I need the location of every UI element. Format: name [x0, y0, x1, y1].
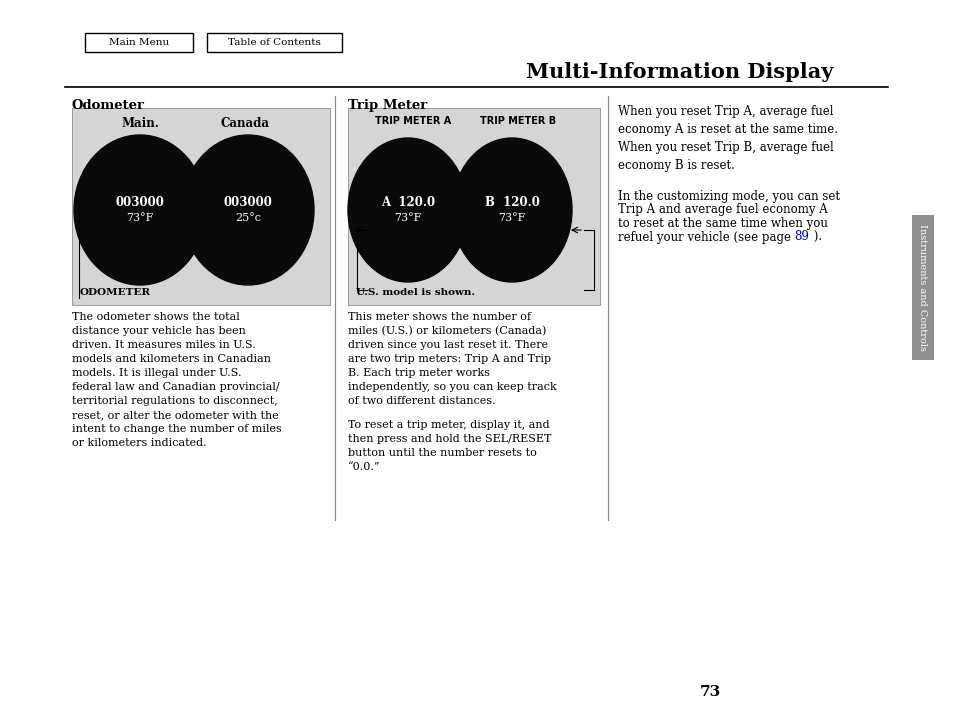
Text: 73°F: 73°F — [497, 213, 525, 223]
Text: A  120.0: A 120.0 — [380, 196, 435, 209]
FancyBboxPatch shape — [911, 215, 933, 360]
Ellipse shape — [74, 135, 206, 285]
Text: 73°F: 73°F — [394, 213, 421, 223]
Ellipse shape — [348, 138, 468, 282]
Text: In the customizing mode, you can set: In the customizing mode, you can set — [618, 190, 840, 203]
Text: This meter shows the number of
miles (U.S.) or kilometers (Canada)
driven since : This meter shows the number of miles (U.… — [348, 312, 557, 407]
Text: 25°c: 25°c — [234, 213, 261, 223]
Text: 89: 89 — [794, 230, 809, 243]
Text: When you reset Trip A, average fuel
economy A is reset at the same time.
When yo: When you reset Trip A, average fuel econ… — [618, 105, 837, 172]
Text: B  120.0: B 120.0 — [484, 196, 538, 209]
Text: Trip A and average fuel economy A: Trip A and average fuel economy A — [618, 204, 827, 217]
Text: 003000: 003000 — [223, 196, 273, 209]
Text: 73: 73 — [699, 685, 720, 699]
Text: U.S. model is shown.: U.S. model is shown. — [355, 288, 475, 297]
Text: Odometer: Odometer — [71, 99, 145, 112]
FancyBboxPatch shape — [207, 33, 341, 52]
Text: The odometer shows the total
distance your vehicle has been
driven. It measures : The odometer shows the total distance yo… — [71, 312, 281, 448]
Text: ).: ). — [809, 230, 821, 243]
Text: 73°F: 73°F — [126, 213, 153, 223]
Text: to reset at the same time when you: to reset at the same time when you — [618, 217, 827, 230]
Text: Main Menu: Main Menu — [109, 38, 169, 47]
Text: TRIP METER A: TRIP METER A — [375, 116, 451, 126]
Text: Canada: Canada — [220, 117, 269, 130]
Ellipse shape — [182, 135, 314, 285]
Text: Trip Meter: Trip Meter — [348, 99, 427, 112]
Text: refuel your vehicle (see page: refuel your vehicle (see page — [618, 230, 794, 243]
Text: Table of Contents: Table of Contents — [228, 38, 320, 47]
Ellipse shape — [452, 138, 572, 282]
Text: To reset a trip meter, display it, and
then press and hold the SEL/RESET
button : To reset a trip meter, display it, and t… — [348, 420, 551, 472]
Text: TRIP METER B: TRIP METER B — [479, 116, 556, 126]
Text: Multi-Information Display: Multi-Information Display — [526, 62, 833, 82]
FancyBboxPatch shape — [71, 108, 330, 305]
FancyBboxPatch shape — [348, 108, 599, 305]
FancyBboxPatch shape — [85, 33, 193, 52]
Text: ODOMETER: ODOMETER — [80, 288, 151, 297]
Text: Instruments and Controls: Instruments and Controls — [918, 224, 926, 351]
Text: 003000: 003000 — [115, 196, 164, 209]
Text: Main.: Main. — [121, 117, 159, 130]
